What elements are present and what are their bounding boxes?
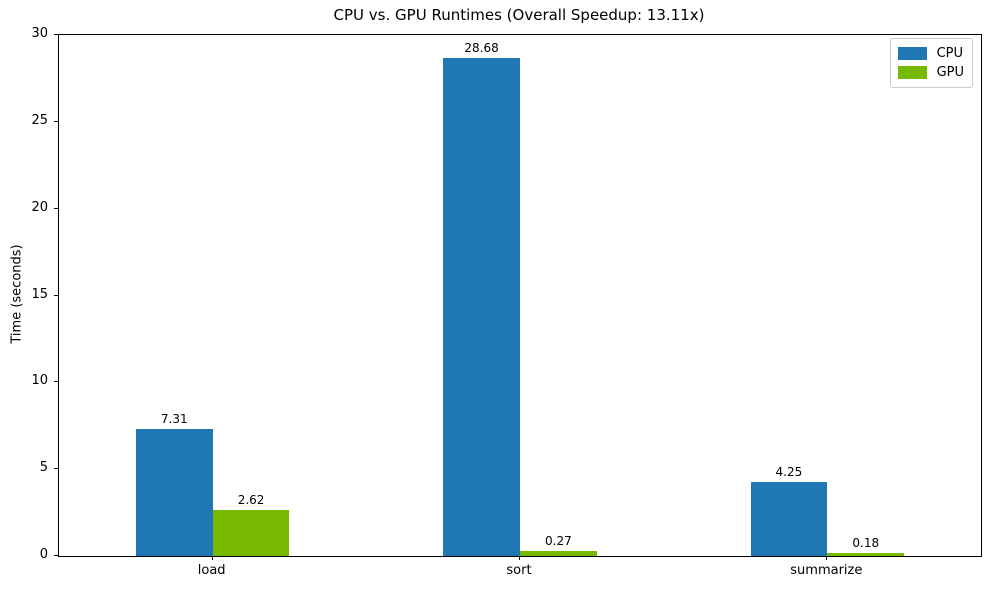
- y-tick-label: 20: [31, 199, 48, 215]
- bar-gpu-summarize: [827, 552, 905, 556]
- bar-value-label-gpu-summarize: 0.18: [852, 535, 880, 550]
- bar-value-label-cpu-sort: 28.68: [464, 40, 499, 55]
- y-tick-mark: [54, 381, 58, 383]
- x-tick-label-summarize: summarize: [790, 563, 863, 578]
- y-tick-mark: [54, 207, 58, 209]
- plot-area: 7.31 2.62 28.68 0.27 4.25 0.18: [58, 34, 982, 557]
- bar-gpu-sort: [520, 551, 597, 556]
- y-tick-label: 0: [39, 547, 48, 562]
- bar-cpu-summarize: [750, 482, 828, 556]
- x-tick-mark: [826, 556, 828, 560]
- x-tick-label-load: load: [197, 563, 226, 578]
- legend-row-gpu: GPU: [897, 63, 964, 82]
- y-tick-mark: [54, 34, 58, 35]
- y-tick-label: 30: [31, 26, 48, 41]
- legend-swatch-gpu: [897, 66, 927, 79]
- x-tick-mark: [211, 556, 213, 560]
- x-tick-mark: [519, 556, 520, 560]
- bar-cpu-sort: [443, 57, 520, 556]
- y-tick-label: 25: [31, 112, 48, 128]
- y-tick-label: 15: [31, 286, 48, 302]
- bar-value-label-gpu-sort: 0.27: [545, 534, 572, 549]
- y-tick-mark: [54, 468, 58, 470]
- bar-value-label-gpu-load: 2.62: [237, 493, 265, 508]
- legend: CPU GPU: [889, 38, 973, 88]
- x-tick-label-sort: sort: [506, 563, 532, 578]
- bar-value-label-cpu-summarize: 4.25: [775, 465, 803, 480]
- legend-label-gpu: GPU: [936, 65, 964, 80]
- y-tick-label: 5: [39, 460, 48, 476]
- bar-gpu-load: [212, 510, 290, 556]
- chart-title: CPU vs. GPU Runtimes (Overall Speedup: 1…: [333, 6, 705, 24]
- legend-row-cpu: CPU: [897, 44, 964, 63]
- y-tick-mark: [54, 555, 58, 556]
- y-tick-label: 10: [31, 373, 48, 389]
- bar-value-label-cpu-load: 7.31: [160, 412, 188, 427]
- legend-label-cpu: CPU: [936, 46, 963, 61]
- y-tick-mark: [54, 294, 58, 296]
- y-tick-mark: [54, 120, 58, 122]
- bar-cpu-load: [135, 429, 213, 556]
- legend-swatch-cpu: [897, 47, 927, 60]
